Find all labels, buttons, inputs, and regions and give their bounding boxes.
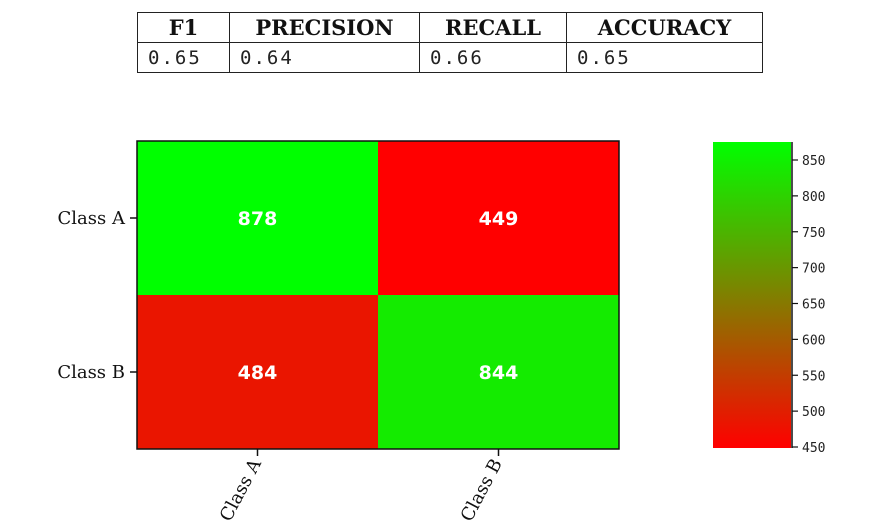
value-recall: 0.66 [419,42,567,73]
heatmap-cell [137,141,378,295]
colorbar-tick-label: 600 [802,333,825,348]
colorbar-tick-label: 450 [802,441,825,456]
metrics-table: F1 PRECISION RECALL ACCURACY 0.65 0.64 0… [137,12,763,73]
cell-value-label: 484 [238,362,278,384]
header-f1: F1 [137,12,230,43]
value-accuracy: 0.65 [566,42,763,73]
x-tick-label: Class B [457,455,507,521]
colorbar-tick-label: 750 [802,226,825,241]
cell-value-label: 449 [479,208,519,230]
colorbar-tick-label: 500 [802,405,825,420]
colorbar-tick-label: 800 [802,190,825,205]
metrics-value-row: 0.65 0.64 0.66 0.65 [137,42,763,73]
heatmap: 878 449 484 844 Class A Class B Class A Class B [57,140,620,521]
colorbar-tick-label: 650 [802,298,825,313]
value-precision: 0.64 [229,42,420,73]
heatmap-border [136,140,620,450]
heatmap-cell [378,295,619,449]
heatmap-cell [378,141,619,295]
colorbar-gradient [713,142,791,448]
value-f1: 0.65 [137,42,230,73]
header-precision: PRECISION [229,12,420,43]
y-tick-label: Class B [57,362,125,383]
cell-value-label: 878 [238,208,278,230]
colorbar: 850 800 750 700 650 600 550 500 450 [713,142,825,456]
colorbar-tick-label: 850 [802,154,825,169]
colorbar-tick-label: 550 [802,369,825,384]
colorbar-tick-label: 700 [802,262,825,277]
x-tick-label: Class A [216,455,267,521]
cell-value-label: 844 [479,362,519,384]
y-tick-label: Class A [58,208,126,229]
header-recall: RECALL [419,12,567,43]
heatmap-cell [137,295,378,449]
